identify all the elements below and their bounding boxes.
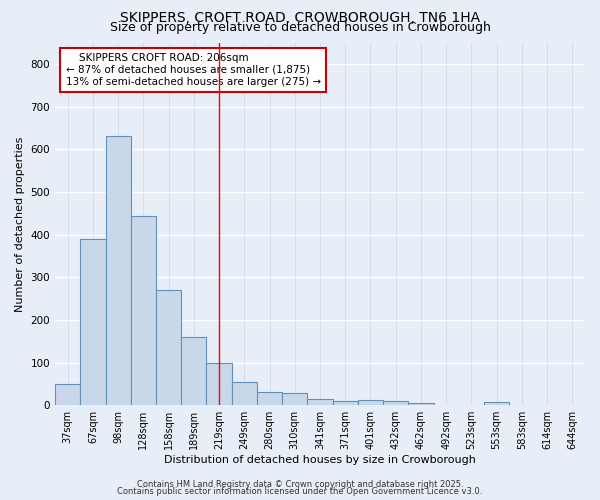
Bar [232,382,257,405]
Text: Size of property relative to detached houses in Crowborough: Size of property relative to detached ho… [110,22,490,35]
X-axis label: Distribution of detached houses by size in Crowborough: Distribution of detached houses by size … [164,455,476,465]
Bar [358,400,383,405]
Bar [106,136,131,405]
Text: Contains HM Land Registry data © Crown copyright and database right 2025.: Contains HM Land Registry data © Crown c… [137,480,463,489]
Bar [55,384,80,405]
Bar [206,362,232,405]
Bar [409,403,434,405]
Bar [383,401,409,405]
Text: Contains public sector information licensed under the Open Government Licence v3: Contains public sector information licen… [118,487,482,496]
Bar [484,402,509,405]
Bar [282,394,307,405]
Bar [332,401,358,405]
Y-axis label: Number of detached properties: Number of detached properties [15,136,25,312]
Bar [181,337,206,405]
Text: SKIPPERS CROFT ROAD: 206sqm
← 87% of detached houses are smaller (1,875)
13% of : SKIPPERS CROFT ROAD: 206sqm ← 87% of det… [65,54,321,86]
Bar [131,216,156,405]
Bar [307,399,332,405]
Bar [156,290,181,405]
Bar [257,392,282,405]
Text: SKIPPERS, CROFT ROAD, CROWBOROUGH, TN6 1HA: SKIPPERS, CROFT ROAD, CROWBOROUGH, TN6 1… [120,11,480,25]
Bar [80,239,106,405]
